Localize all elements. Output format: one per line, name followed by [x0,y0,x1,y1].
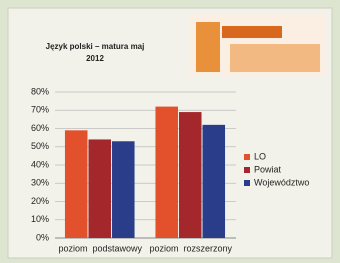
legend-swatch [244,154,250,160]
legend-label: Powiat [254,164,282,174]
y-tick-label: 0% [36,232,49,242]
legend-swatch [244,180,250,186]
bar [155,107,178,238]
y-tick-label: 40% [31,159,49,169]
bar [88,139,111,238]
y-tick-label: 10% [31,214,49,224]
legend-label: Województwo [254,177,309,187]
chart-title: 2012 [86,54,104,63]
bar [65,130,88,238]
y-tick-label: 60% [31,123,49,133]
legend-label: LO [254,151,266,161]
chart-title: Język polski – matura maj [46,42,145,51]
logo-banner [222,26,282,38]
legend-swatch [244,167,250,173]
logo-people [230,44,320,72]
y-tick-label: 30% [31,178,49,188]
logo-building [196,22,220,72]
chart: Język polski – matura maj 2012 0% 10% 20% 3… [0,0,340,263]
logo [190,14,326,76]
y-tick-label: 70% [31,105,49,115]
bar [179,112,202,238]
y-tick-label: 50% [31,141,49,151]
bar [112,141,135,238]
x-tick-label: poziom podstawowy [58,243,142,253]
bar [203,125,226,238]
x-tick-label: poziom rozszerzony [149,243,232,253]
y-tick-label: 80% [31,86,49,96]
y-tick-label: 20% [31,196,49,206]
